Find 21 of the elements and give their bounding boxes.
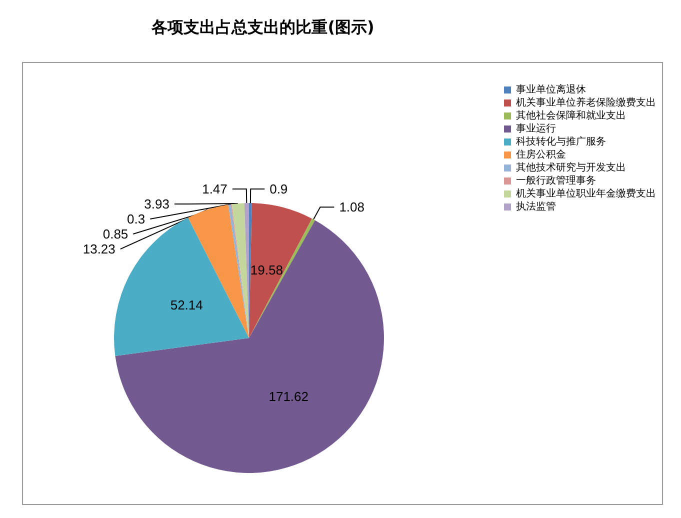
data-label: 171.62 (268, 388, 309, 404)
data-label: 0.3 (127, 212, 146, 227)
data-label: 1.08 (339, 200, 365, 215)
data-label: 13.23 (82, 242, 116, 257)
legend-label: 其他社会保障和就业支出 (516, 110, 626, 122)
data-label: 0.85 (102, 226, 128, 242)
data-label: 19.58 (250, 262, 283, 278)
legend-label: 事业单位离退休 (516, 84, 586, 96)
data-label: 0.9 (270, 182, 288, 197)
data-label: 3.93 (144, 196, 170, 212)
legend-label: 一般行政管理事务 (516, 174, 596, 186)
legend-label: 其他技术研究与开发支出 (516, 162, 626, 174)
legend-label: 执法监管 (516, 200, 556, 212)
legend-label: 机关事业单位职业年金缴费支出 (516, 188, 656, 200)
data-label: 1.47 (202, 182, 228, 197)
legend-label: 住房公积金 (516, 148, 566, 160)
data-label: 52.14 (170, 298, 203, 313)
chart-title: 各项支出占总支出的比重(图示) (150, 18, 374, 36)
legend-label: 事业运行 (516, 122, 556, 134)
legend-label: 机关事业单位养老保险缴费支出 (516, 96, 656, 108)
legend-label: 科技转化与推广服务 (516, 136, 606, 148)
